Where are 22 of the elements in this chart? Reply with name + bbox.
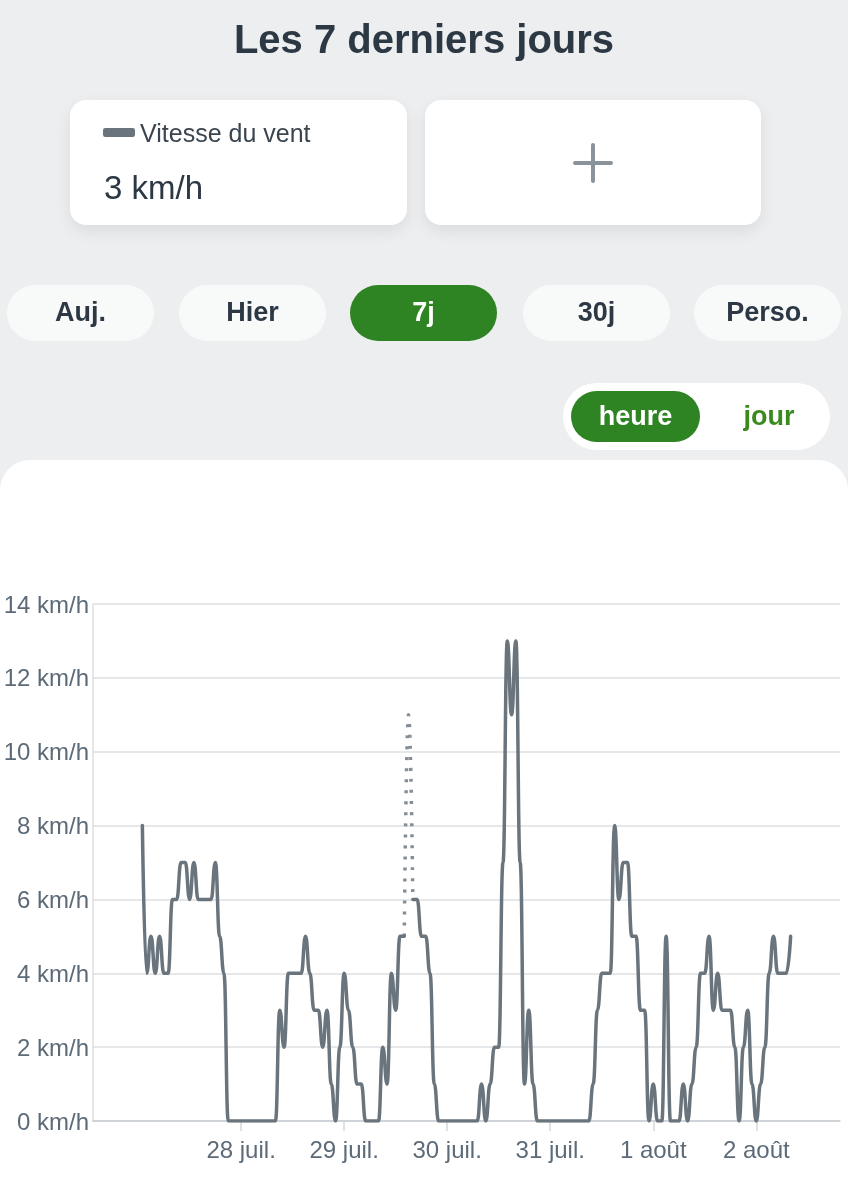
y-tick-label: 6 km/h <box>16 885 89 913</box>
x-tick-label: 1 août <box>619 1135 687 1163</box>
pill-button: Perso. <box>694 285 841 341</box>
y-tick-label: 14 km/h <box>3 590 89 618</box>
legend-label: Vitesse du vent <box>140 118 311 147</box>
pill-button: Hier <box>179 285 326 341</box>
chart-title: Les 7 derniers jours <box>233 17 615 61</box>
pill-button: 30j <box>523 285 670 341</box>
x-tick-label: 30 juil. <box>412 1135 482 1163</box>
y-tick-label: 10 km/h <box>3 738 89 766</box>
y-tick-label: 8 km/h <box>16 812 89 840</box>
y-tick-label: 2 km/h <box>16 1033 89 1061</box>
toggle-switch: heure jour <box>563 383 830 450</box>
x-tick-label: 29 juil. <box>309 1135 379 1163</box>
pill-button: 7j <box>350 285 497 341</box>
y-tick-label: 4 km/h <box>16 959 89 987</box>
y-tick-label: 12 km/h <box>3 664 89 692</box>
x-tick-label: 2 août <box>722 1135 790 1163</box>
x-tick-label: 28 juil. <box>206 1135 276 1163</box>
x-tick-label: 31 juil. <box>515 1135 585 1163</box>
pill-button: Auj. <box>7 285 154 341</box>
y-tick-label: 0 km/h <box>16 1107 89 1135</box>
